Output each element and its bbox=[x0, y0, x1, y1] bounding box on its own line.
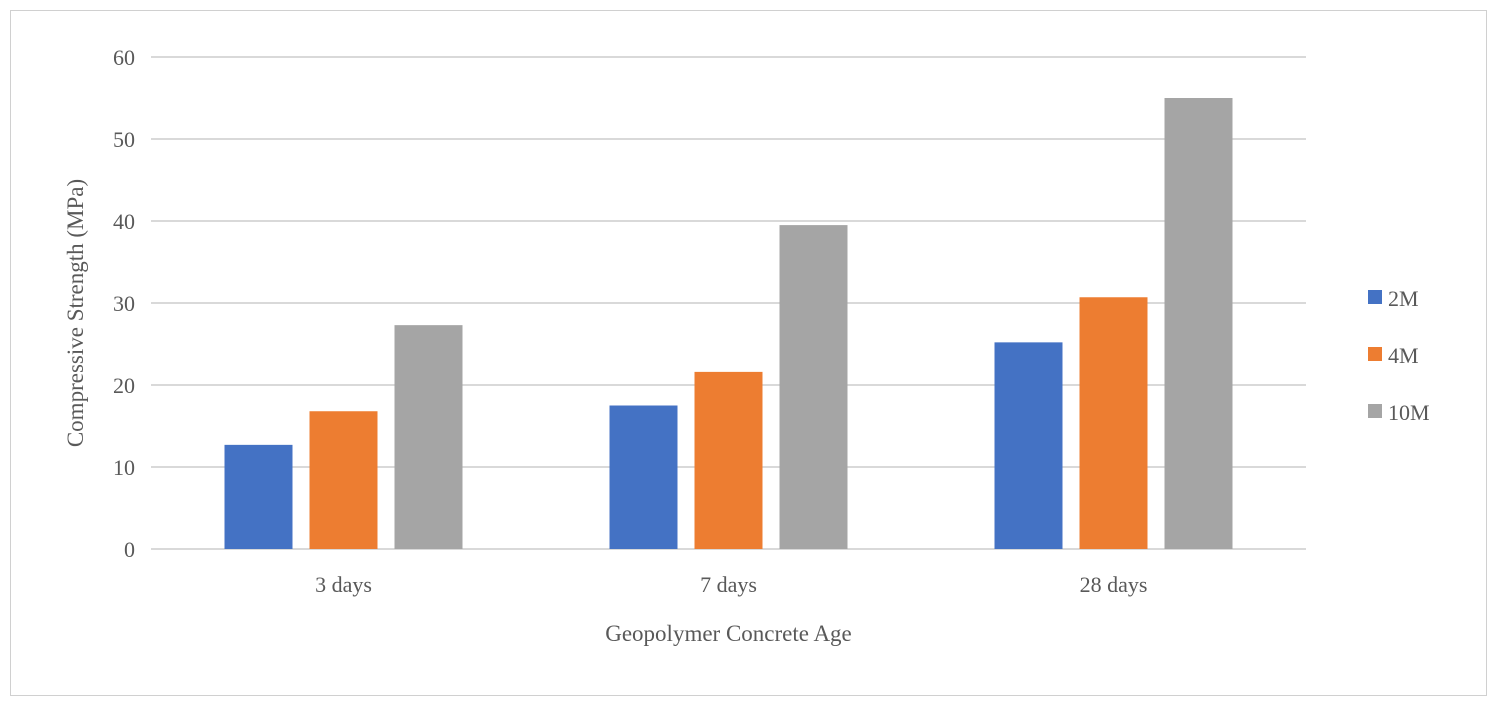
bar-10M-7-days bbox=[779, 225, 848, 549]
legend-label-4M: 4M bbox=[1388, 343, 1419, 368]
bar-10M-28-days bbox=[1164, 98, 1233, 549]
legend-swatch-2M bbox=[1368, 290, 1382, 304]
legend-label-10M: 10M bbox=[1388, 400, 1430, 425]
x-tick-label: 3 days bbox=[315, 572, 372, 597]
y-axis-title: Compressive Strength (MPa) bbox=[63, 179, 88, 447]
y-tick-label: 50 bbox=[113, 127, 135, 152]
bar-4M-3-days bbox=[309, 411, 378, 549]
x-tick-label: 28 days bbox=[1080, 572, 1148, 597]
bar-4M-28-days bbox=[1079, 297, 1148, 549]
bar-10M-3-days bbox=[394, 325, 463, 549]
legend-swatch-4M bbox=[1368, 347, 1382, 361]
bar-2M-28-days bbox=[994, 342, 1063, 549]
y-tick-label: 30 bbox=[113, 291, 135, 316]
y-axis-tick-labels: 0 10 20 30 40 50 60 bbox=[113, 45, 135, 562]
bars bbox=[224, 98, 1233, 549]
bar-chart: 0 10 20 30 40 50 60 3 days 7 days 28 days Geopol… bbox=[63, 45, 1430, 646]
bar-2M-3-days bbox=[224, 444, 293, 549]
x-tick-label: 7 days bbox=[700, 572, 757, 597]
y-tick-label: 40 bbox=[113, 209, 135, 234]
y-tick-label: 0 bbox=[124, 537, 135, 562]
y-tick-label: 60 bbox=[113, 45, 135, 70]
chart-frame: 0 10 20 30 40 50 60 3 days 7 days 28 days Geopol… bbox=[10, 10, 1487, 696]
bar-4M-7-days bbox=[694, 371, 763, 549]
x-axis-tick-labels: 3 days 7 days 28 days bbox=[315, 572, 1147, 597]
legend-label-2M: 2M bbox=[1388, 286, 1419, 311]
y-tick-label: 10 bbox=[113, 455, 135, 480]
legend: 2M 4M 10M bbox=[1368, 286, 1430, 425]
bar-2M-7-days bbox=[609, 405, 678, 549]
x-axis-title: Geopolymer Concrete Age bbox=[605, 621, 852, 646]
y-tick-label: 20 bbox=[113, 373, 135, 398]
legend-swatch-10M bbox=[1368, 404, 1382, 418]
